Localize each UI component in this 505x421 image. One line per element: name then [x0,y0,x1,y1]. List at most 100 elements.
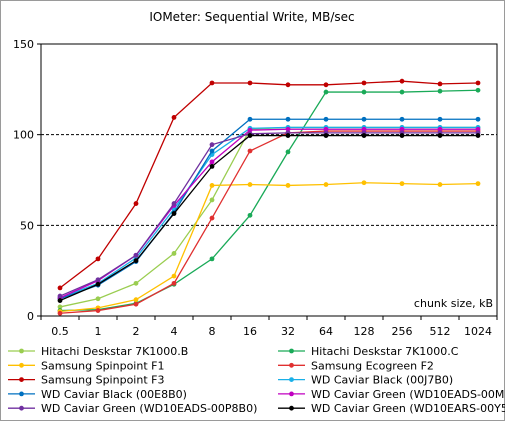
data-point [171,251,177,256]
legend-marker [19,348,24,354]
data-point [247,116,253,122]
data-point [399,126,405,132]
legend-label: Samsung Spinpoint F3 [41,374,164,387]
data-point [57,304,63,310]
data-point [95,308,101,313]
x-tick-label: 256 [392,325,413,338]
data-point [57,298,63,303]
data-point [437,182,443,187]
x-tick-label: 2 [133,325,140,338]
data-point [285,133,291,138]
series-line [59,182,479,313]
legend-item: Samsung Spinpoint F3 [8,374,164,387]
legend-item: WD Caviar Green (WD10EADS-00P8B0) [8,402,257,415]
data-point [209,148,215,154]
data-point [285,126,291,132]
legend-item: WD Caviar Green (WD10EADS-00M2B0) [278,388,505,401]
data-point [133,297,139,303]
legend-label: Hitachi Deskstar 7K1000.C [311,345,459,358]
data-point [171,273,177,279]
data-point [399,181,405,187]
series-4 [57,78,481,291]
data-point [57,285,63,291]
x-axis-label: chunk size, kB [414,297,493,310]
data-point [209,197,215,203]
data-point [133,280,139,286]
data-point [133,301,139,307]
data-point [95,281,101,287]
series-line [59,132,478,297]
data-point [57,310,63,316]
series-lines [57,78,481,316]
data-point [475,116,481,122]
legend-marker [19,405,24,411]
legend-marker [19,362,24,368]
series-line [59,134,478,302]
legend: Hitachi Deskstar 7K1000.B Hitachi Desksta… [8,345,505,415]
data-point [285,183,291,188]
legend-marker [289,391,294,397]
chart-title: IOMeter: Sequential Write, MB/sec [149,10,354,24]
data-point [475,133,481,138]
legend-marker [289,362,294,368]
series-line [59,118,478,300]
x-axis-ticks: 0.5 1 2 4 8 16 32 64 128 256 512 1024 [40,316,498,338]
data-point [95,256,101,262]
data-point [209,215,215,221]
legend-item: WD Caviar Black (00E8B0) [8,388,187,401]
data-point [247,182,253,187]
y-axis-ticks: 0 50 100 150 [13,38,41,323]
series-6 [57,116,481,302]
data-point [437,133,443,138]
legend-marker [289,377,294,382]
data-point [399,78,405,84]
data-point [171,280,177,286]
data-point [475,181,481,187]
x-tick-label: 128 [354,325,375,338]
data-point [399,116,405,122]
grid-lines [41,134,497,226]
data-point [133,252,139,258]
data-point [437,116,443,122]
y-tick-label: 150 [13,38,34,51]
data-point [361,180,367,186]
data-point [247,148,253,154]
data-point [323,89,329,95]
legend-label: WD Caviar Green (WD10EADS-00P8B0) [41,402,257,415]
legend-label: WD Caviar Green (WD10EARS-00Y5B1) [311,402,505,415]
data-point [323,133,329,138]
x-tick-label: 32 [281,325,295,338]
data-point [361,116,367,122]
x-tick-label: 8 [209,325,216,338]
data-point [361,80,367,86]
legend-item: Samsung Spinpoint F1 [8,359,164,372]
legend-label: WD Caviar Black (00J7B0) [311,374,453,387]
legend-marker [289,405,294,411]
data-point [209,159,215,165]
data-point [475,87,481,93]
x-tick-label: 4 [171,325,178,338]
data-point [437,88,443,94]
legend-item: Samsung Ecogreen F2 [278,359,434,372]
data-point [475,80,481,86]
data-point [399,133,405,138]
data-point [247,212,253,218]
legend-marker [19,377,24,382]
data-point [475,126,481,132]
data-point [323,82,329,88]
data-point [209,183,215,188]
data-point [437,126,443,132]
data-point [323,126,329,132]
x-tick-label: 1 [95,325,102,338]
data-point [209,164,215,169]
series-2 [57,180,481,314]
y-tick-label: 50 [20,219,34,232]
x-tick-label: 64 [319,325,333,338]
legend-item: WD Caviar Green (WD10EARS-00Y5B1) [278,402,505,415]
data-point [133,258,139,264]
data-point [247,133,253,138]
y-tick-label: 100 [13,129,34,142]
x-tick-label: 16 [243,325,257,338]
data-point [361,133,367,138]
